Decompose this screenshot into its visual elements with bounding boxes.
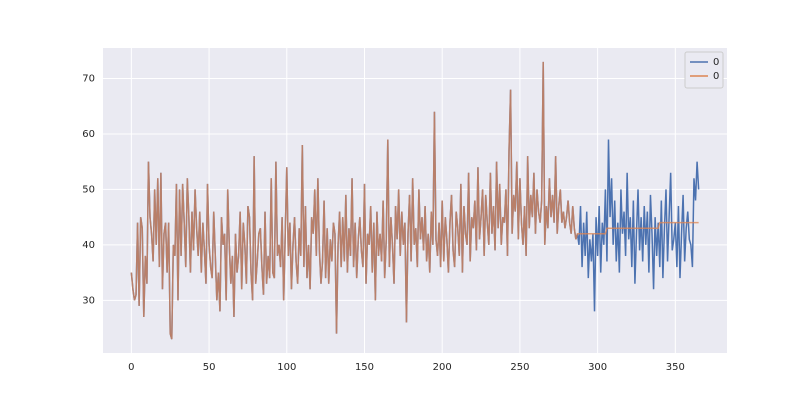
legend-box: [684, 51, 724, 89]
legend-label: 0: [713, 57, 719, 68]
x-tick-label: 200: [433, 362, 452, 373]
y-tick-label: 70: [82, 74, 95, 85]
x-tick-label: 50: [203, 362, 216, 373]
x-tick-label: 250: [510, 362, 529, 373]
x-tick-label: 300: [588, 362, 607, 373]
y-tick-label: 50: [82, 184, 95, 195]
x-tick-label: 150: [355, 362, 374, 373]
x-tick-label: 0: [128, 362, 134, 373]
x-tick-label: 100: [277, 362, 296, 373]
y-tick-label: 30: [82, 295, 95, 306]
legend-label: 0: [713, 71, 719, 82]
y-tick-label: 40: [82, 240, 95, 251]
series-line: [130, 61, 699, 340]
y-tick-label: 60: [82, 129, 95, 140]
x-tick-label: 350: [666, 362, 685, 373]
